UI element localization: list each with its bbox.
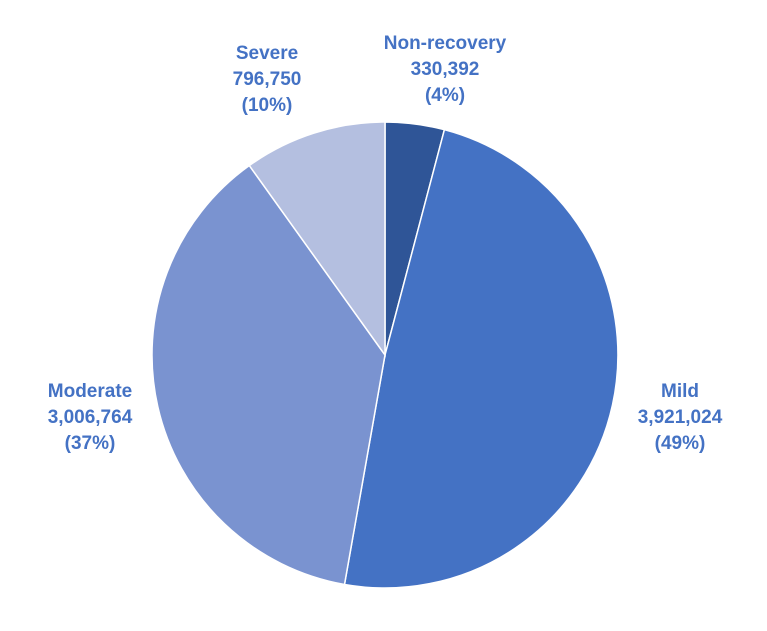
label-mild: Mild 3,921,024 (49%) <box>638 379 723 457</box>
label-name: Moderate <box>47 381 133 402</box>
label-moderate: Moderate 3,006,764 (37%) <box>48 379 133 457</box>
label-value: 330,392 <box>410 59 480 80</box>
label-name: Non-recovery <box>383 33 507 54</box>
label-percent: (10%) <box>241 95 293 116</box>
pie-slice-mild <box>343 128 619 589</box>
label-value: 796,750 <box>232 69 302 90</box>
label-value: 3,921,024 <box>637 407 723 428</box>
pie-slice-moderate <box>151 164 386 586</box>
pie-slice-severe <box>248 121 386 358</box>
label-name: Severe <box>235 43 299 64</box>
label-severe: Severe 796,750 (10%) <box>233 41 302 119</box>
label-percent: (4%) <box>424 85 466 106</box>
label-value: 3,006,764 <box>47 407 133 428</box>
label-percent: (37%) <box>64 433 116 454</box>
label-name: Mild <box>661 381 699 402</box>
label-non-recovery: Non-recovery 330,392 (4%) <box>384 31 507 109</box>
label-percent: (49%) <box>654 433 706 454</box>
